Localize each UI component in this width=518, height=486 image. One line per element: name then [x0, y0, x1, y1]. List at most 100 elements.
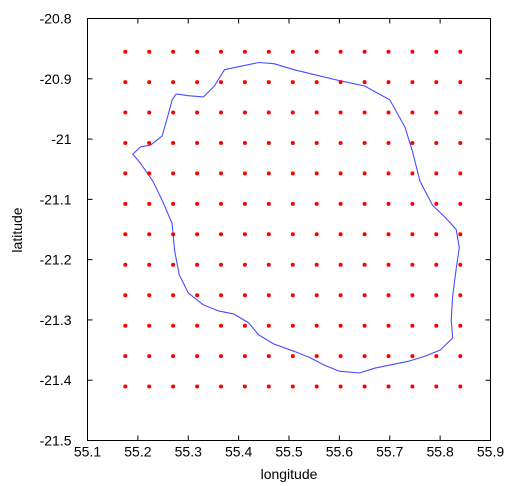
grid-point [123, 262, 128, 267]
grid-point [410, 110, 415, 115]
grid-point [171, 384, 176, 389]
grid-point [410, 354, 415, 359]
grid-point [434, 171, 439, 176]
grid-point [410, 141, 415, 145]
x-tick-label: 55.7 [376, 444, 403, 460]
grid-point [147, 110, 152, 115]
grid-point [171, 171, 176, 176]
x-tick-label: 55.2 [124, 444, 151, 460]
grid-point [123, 80, 128, 85]
grid-point [219, 171, 223, 176]
coastline-outline [132, 61, 460, 374]
grid-point [147, 384, 152, 389]
grid-point [242, 384, 247, 389]
grid-point [386, 293, 391, 298]
grid-point [171, 49, 176, 54]
grid-point [147, 354, 152, 359]
grid-point [314, 354, 319, 359]
grid-point [123, 171, 128, 176]
x-axis-label: longitude [261, 466, 318, 482]
grid-point [123, 201, 128, 206]
grid-point [219, 49, 223, 54]
grid-point [314, 171, 319, 176]
grid-point [290, 141, 295, 145]
x-tick-label: 55.6 [326, 444, 353, 460]
grid-point [147, 232, 152, 237]
grid-point [219, 293, 223, 298]
y-tick-label: -21.1 [40, 191, 72, 207]
grid-point [338, 49, 343, 54]
grid-point [362, 171, 367, 176]
grid-point [410, 171, 415, 176]
grid-point [434, 201, 439, 206]
grid-point [458, 80, 463, 85]
grid-point [242, 232, 247, 237]
grid-point [386, 49, 391, 54]
grid-point [266, 141, 271, 145]
grid-point [123, 323, 128, 328]
grid-point [314, 110, 319, 115]
y-tick-label: -21.2 [40, 252, 72, 268]
grid-point [410, 262, 415, 267]
grid-point [362, 354, 367, 359]
grid-point [314, 323, 319, 328]
y-tick-label: -21 [51, 131, 71, 147]
grid-point [386, 80, 391, 85]
y-tick-label: -20.8 [40, 11, 72, 27]
x-tick-label: 55.5 [275, 444, 302, 460]
grid-point [195, 80, 200, 85]
grid-point [314, 384, 319, 389]
grid-point [386, 323, 391, 328]
grid-point [338, 201, 343, 206]
grid-point [147, 171, 152, 176]
grid-point [219, 354, 223, 359]
y-tick-label: -21.3 [40, 312, 72, 328]
grid-point [314, 201, 319, 206]
grid-point [266, 49, 271, 54]
grid-point [458, 354, 463, 359]
grid-point [314, 80, 319, 85]
grid-point [219, 384, 223, 389]
grid-point [147, 293, 152, 298]
grid-point [147, 262, 152, 267]
grid-point [410, 49, 415, 54]
grid-point [386, 141, 391, 145]
grid-point [290, 354, 295, 359]
grid-point [266, 262, 271, 267]
grid-point [362, 110, 367, 115]
grid-point [362, 293, 367, 298]
grid-point [386, 262, 391, 267]
grid-point [171, 80, 176, 85]
grid-point [266, 110, 271, 115]
grid-point [123, 384, 128, 389]
grid-point [410, 232, 415, 237]
grid-point [434, 49, 439, 54]
grid-point [290, 171, 295, 176]
grid-point [171, 232, 176, 237]
grid-point [290, 49, 295, 54]
grid-point [314, 293, 319, 298]
grid-point [242, 323, 247, 328]
grid-point [147, 141, 152, 145]
grid-point [242, 80, 247, 85]
axis-ticks: 55.1 55.2 55.3 55.4 55.5 55.6 55.7 55.8 55.9 -20.… [40, 11, 505, 460]
grid-point [410, 323, 415, 328]
grid-point [314, 49, 319, 54]
grid-point [338, 80, 343, 85]
grid-point [290, 323, 295, 328]
grid-point [242, 354, 247, 359]
grid-point [362, 141, 367, 145]
grid-point [290, 80, 295, 85]
grid-point [219, 110, 223, 115]
grid-point [434, 354, 439, 359]
grid-point [314, 232, 319, 237]
grid-point [410, 293, 415, 298]
plot-marks [123, 49, 463, 389]
grid-point [458, 201, 463, 206]
grid-point [434, 110, 439, 115]
grid-point [219, 201, 223, 206]
grid-point [147, 201, 152, 206]
grid-point [410, 80, 415, 85]
grid-point [338, 141, 343, 145]
y-tick-label: -21.4 [40, 372, 72, 388]
